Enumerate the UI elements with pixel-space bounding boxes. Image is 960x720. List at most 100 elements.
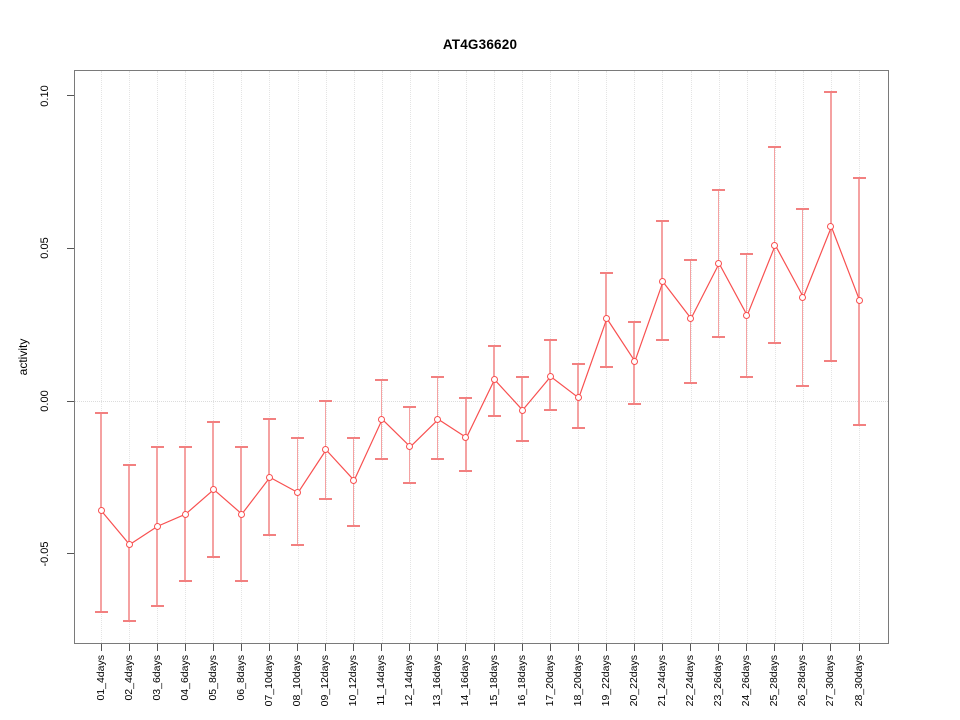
y-tick xyxy=(66,95,74,96)
data-point-marker xyxy=(181,510,189,518)
x-gridline xyxy=(522,71,524,643)
error-bar-cap-top xyxy=(375,378,389,381)
data-point-marker xyxy=(658,278,666,286)
data-point-marker xyxy=(209,486,217,494)
error-bar-cap-bottom xyxy=(94,610,108,613)
x-tick-label: 21_24days xyxy=(655,655,668,707)
error-bar-cap-top xyxy=(740,253,754,256)
x-tick-label: 12_14days xyxy=(403,655,416,707)
y-tick xyxy=(66,247,74,249)
y-tick-label: -0.05 xyxy=(39,541,51,567)
x-tick-label: 07_10days xyxy=(262,655,275,707)
error-bar-cap-bottom xyxy=(122,619,136,622)
x-tick-label: 23_26days xyxy=(712,655,725,707)
x-tick-label: 02_4days xyxy=(122,655,135,701)
data-point-marker xyxy=(855,296,863,304)
error-bar-cap-bottom xyxy=(487,415,501,418)
data-point-marker xyxy=(322,446,330,454)
x-tick-label: 16_18days xyxy=(515,655,528,707)
x-tick xyxy=(212,644,214,651)
error-bar-cap-top xyxy=(487,345,501,347)
x-tick-label: 28_30days xyxy=(852,655,865,707)
data-point-marker xyxy=(153,522,161,530)
error-bar-cap-top xyxy=(122,464,136,467)
error-bar-cap-top xyxy=(712,189,726,192)
data-point-marker xyxy=(434,415,442,423)
x-gridline xyxy=(465,71,467,643)
chart-title: AT4G36620 xyxy=(442,37,518,52)
error-bar-cap-top xyxy=(459,396,473,399)
data-point-marker xyxy=(630,357,638,365)
error-bar-cap-bottom xyxy=(712,335,726,338)
x-tick-label: 17_20days xyxy=(543,655,556,707)
x-tick xyxy=(184,644,186,651)
error-bar-cap-top xyxy=(655,219,669,222)
x-tick xyxy=(437,644,439,651)
x-tick-label: 08_10days xyxy=(291,655,304,707)
x-tick-label: 26_28days xyxy=(796,655,809,707)
x-tick-label: 27_30days xyxy=(824,655,837,707)
error-bar-cap-top xyxy=(291,436,305,439)
plot-border xyxy=(73,70,889,644)
error-bar-cap-bottom xyxy=(178,580,192,583)
x-tick-label: 15_18days xyxy=(487,655,500,707)
data-point-marker xyxy=(462,434,470,442)
x-gridline xyxy=(718,71,720,643)
x-tick xyxy=(493,644,495,651)
error-bar-cap-top xyxy=(319,400,333,402)
x-tick xyxy=(746,644,748,651)
error-bar-cap-bottom xyxy=(234,580,248,583)
x-gridline xyxy=(213,71,215,643)
x-tick-label: 18_20days xyxy=(571,655,584,707)
x-tick xyxy=(381,644,383,651)
x-gridline xyxy=(578,71,580,643)
error-bar-cap-top xyxy=(796,207,810,210)
error-bar-cap-top xyxy=(262,418,276,421)
error-bar-cap-bottom xyxy=(515,439,529,442)
error-bar-cap-bottom xyxy=(150,604,164,607)
zero-line xyxy=(74,401,888,402)
x-tick-label: 22_24days xyxy=(684,655,697,707)
x-tick xyxy=(549,644,551,651)
y-tick-label: 0.10 xyxy=(39,84,51,107)
x-gridline xyxy=(157,71,159,643)
x-tick xyxy=(661,644,663,651)
error-bar-cap-top xyxy=(347,436,361,439)
x-tick xyxy=(268,644,270,651)
error-bar-cap-bottom xyxy=(824,360,838,363)
x-gridline xyxy=(325,71,327,643)
y-axis-title: activity xyxy=(16,338,30,376)
x-gridline xyxy=(101,71,102,643)
x-tick xyxy=(858,644,860,651)
error-bar-cap-top xyxy=(234,445,248,448)
error-bar-cap-bottom xyxy=(571,427,585,430)
x-tick xyxy=(633,644,635,651)
x-gridline xyxy=(662,71,664,643)
x-tick xyxy=(156,644,158,651)
error-bar-cap-bottom xyxy=(206,555,220,558)
series-line xyxy=(100,226,860,546)
x-gridline xyxy=(774,71,776,643)
error-bar-cap-bottom xyxy=(627,403,641,406)
x-gridline xyxy=(269,71,271,643)
data-point-marker xyxy=(687,315,695,322)
x-tick xyxy=(690,644,692,651)
x-tick-label: 19_22days xyxy=(599,655,612,707)
error-bar-cap-bottom xyxy=(319,497,333,500)
x-tick-label: 20_22days xyxy=(627,655,640,707)
data-point-marker xyxy=(827,223,835,231)
error-bar-cap-bottom xyxy=(684,381,698,384)
error-bar-cap-bottom xyxy=(347,525,361,528)
x-tick xyxy=(718,644,720,651)
x-tick xyxy=(830,644,832,651)
error-bar-cap-top xyxy=(599,271,613,274)
x-tick xyxy=(521,644,523,651)
error-bar-cap-top xyxy=(543,338,557,341)
x-tick xyxy=(128,644,130,651)
error-bar-cap-bottom xyxy=(459,470,473,473)
error-bar-cap-top xyxy=(768,146,782,149)
x-tick-label: 06_8days xyxy=(234,655,247,701)
error-bar-cap-bottom xyxy=(291,543,305,546)
x-tick-label: 14_16days xyxy=(459,655,472,707)
x-tick xyxy=(577,644,579,651)
